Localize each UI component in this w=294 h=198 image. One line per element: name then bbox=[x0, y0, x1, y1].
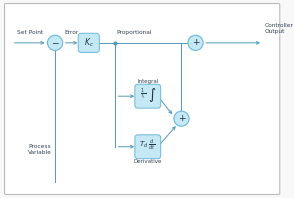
Text: Integral: Integral bbox=[137, 79, 158, 84]
Text: +: + bbox=[192, 38, 199, 47]
Text: Derivative: Derivative bbox=[133, 159, 162, 164]
Text: $\frac{1}{T_i}$: $\frac{1}{T_i}$ bbox=[140, 87, 146, 102]
Text: $\int$: $\int$ bbox=[148, 86, 156, 104]
FancyBboxPatch shape bbox=[78, 33, 99, 52]
Text: $T_d$: $T_d$ bbox=[139, 140, 148, 150]
Text: Controller
Output: Controller Output bbox=[264, 23, 293, 34]
Circle shape bbox=[48, 35, 63, 50]
Text: Proportional: Proportional bbox=[116, 30, 151, 35]
Text: −: − bbox=[51, 38, 59, 47]
Text: $K_c$: $K_c$ bbox=[84, 36, 94, 49]
FancyBboxPatch shape bbox=[4, 4, 280, 194]
Text: Error: Error bbox=[65, 30, 79, 35]
Circle shape bbox=[174, 111, 189, 126]
Text: $\frac{d}{dt}$: $\frac{d}{dt}$ bbox=[148, 137, 155, 152]
FancyBboxPatch shape bbox=[135, 135, 161, 159]
Text: +: + bbox=[178, 114, 185, 123]
FancyBboxPatch shape bbox=[135, 84, 161, 108]
Text: Set Point: Set Point bbox=[17, 30, 43, 35]
Text: Process
Variable: Process Variable bbox=[28, 144, 51, 155]
Circle shape bbox=[188, 35, 203, 50]
